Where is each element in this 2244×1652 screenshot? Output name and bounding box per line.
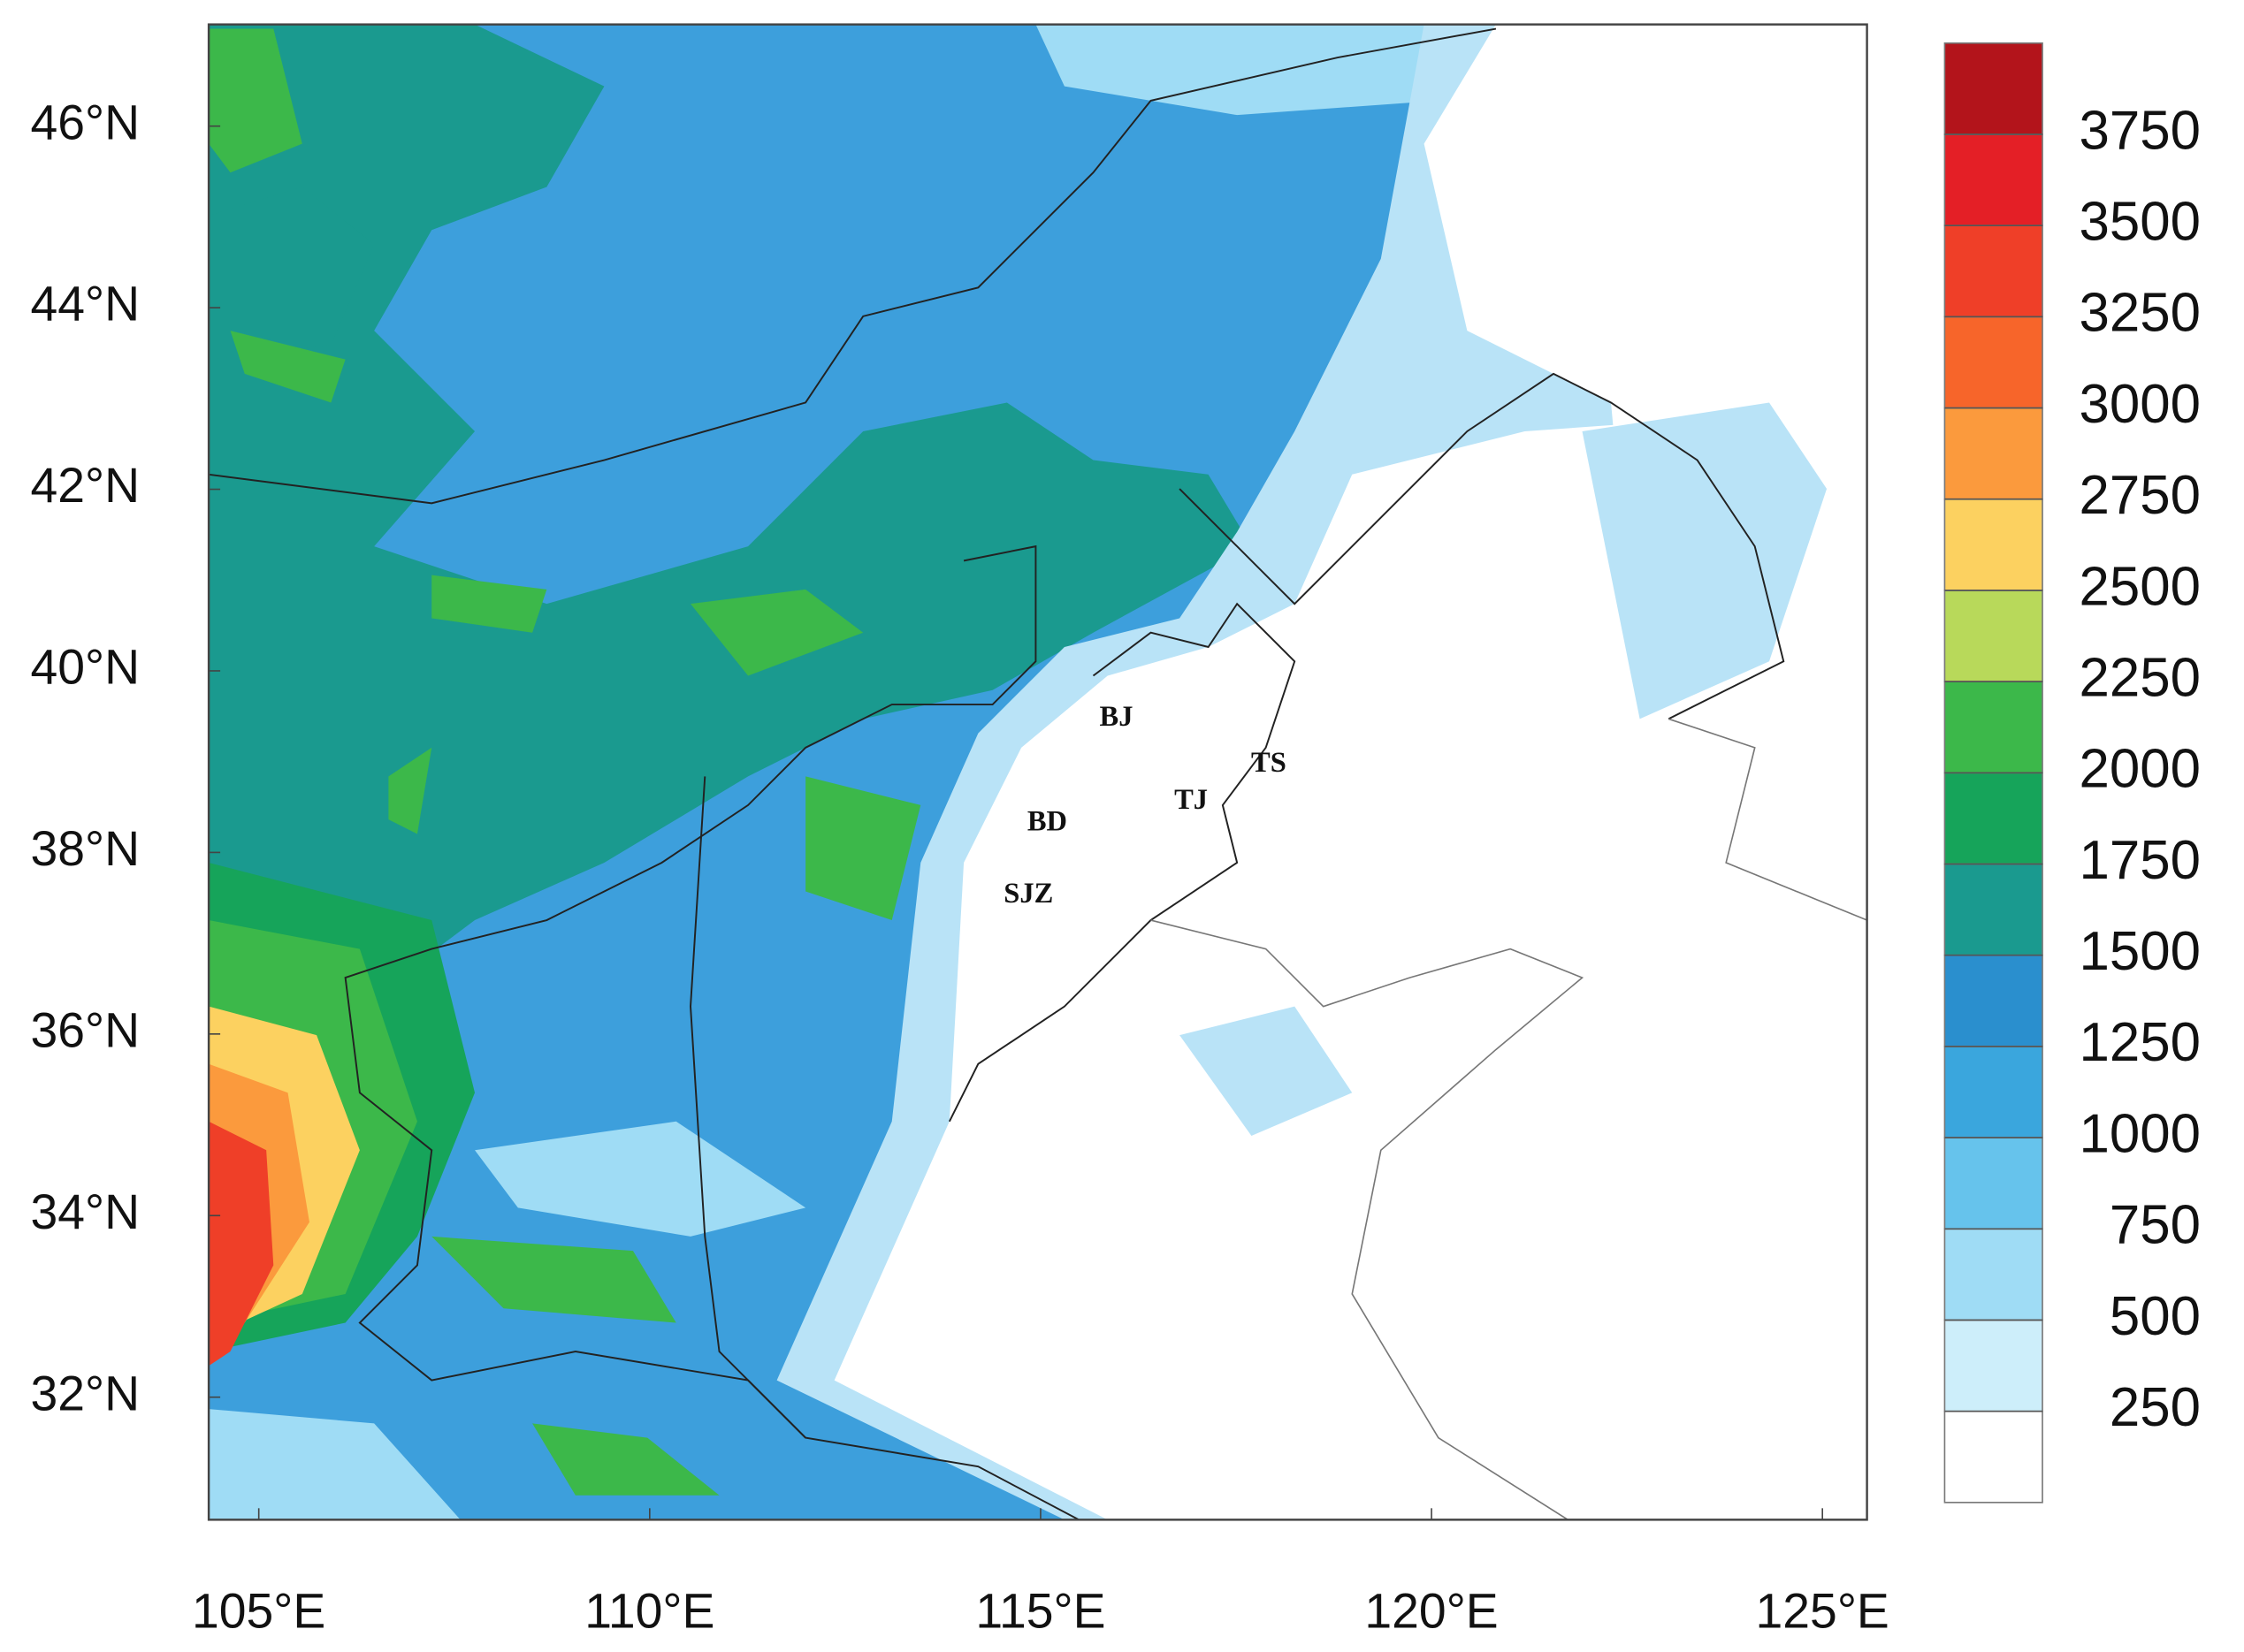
colorbar-box xyxy=(1943,1228,2043,1321)
x-tick-label: 110°E xyxy=(584,1583,714,1638)
colorbar-label: 2250 xyxy=(2079,647,2200,708)
colorbar-label: 1000 xyxy=(2079,1103,2200,1164)
colorbar-box xyxy=(1943,407,2043,500)
x-tick-label: 120°E xyxy=(1364,1583,1498,1638)
y-tick-label: 32°N xyxy=(30,1366,140,1420)
colorbar-box xyxy=(1943,590,2043,682)
colorbar-box xyxy=(1943,133,2043,226)
map-frame xyxy=(207,23,1868,1521)
colorbar-box xyxy=(1943,1137,2043,1230)
colorbar-box xyxy=(1943,316,2043,409)
city-label: TJ xyxy=(1174,784,1208,816)
colorbar-label: 2500 xyxy=(2079,556,2200,617)
x-tick-label: 115°E xyxy=(975,1583,1105,1638)
colorbar-label: 3500 xyxy=(2079,192,2200,253)
colorbar-box xyxy=(1943,1046,2043,1138)
y-tick-label: 36°N xyxy=(30,1002,140,1057)
city-label: TS xyxy=(1251,747,1286,779)
colorbar-box xyxy=(1943,225,2043,318)
colorbar-label: 250 xyxy=(2110,1377,2201,1438)
y-tick-label: 40°N xyxy=(30,640,140,695)
colorbar-label: 2750 xyxy=(2079,465,2200,526)
x-tick-label: 105°E xyxy=(192,1583,325,1638)
colorbar-label: 1250 xyxy=(2079,1012,2200,1073)
city-label: BD xyxy=(1027,806,1067,838)
colorbar-box xyxy=(1943,42,2043,135)
colorbar-label: 3250 xyxy=(2079,283,2200,344)
colorbar-label: 2000 xyxy=(2079,739,2200,800)
y-tick-label: 46°N xyxy=(30,95,140,149)
terrain xyxy=(209,24,1867,1520)
colorbar-box xyxy=(1943,954,2043,1047)
y-tick-label: 42°N xyxy=(30,458,140,513)
city-label: SJZ xyxy=(1004,878,1053,910)
city-label: BJ xyxy=(1100,701,1133,733)
colorbar-label: 750 xyxy=(2110,1195,2201,1256)
colorbar-label: 1750 xyxy=(2079,830,2200,891)
y-tick-label: 34°N xyxy=(30,1184,140,1239)
colorbar-box xyxy=(1943,772,2043,865)
colorbar-box xyxy=(1943,1410,2043,1504)
colorbar-box xyxy=(1943,681,2043,774)
colorbar-box xyxy=(1943,863,2043,956)
y-tick-label: 38°N xyxy=(30,821,140,876)
x-tick-label: 125°E xyxy=(1756,1583,1889,1638)
colorbar-label: 3000 xyxy=(2079,374,2200,435)
colorbar-label: 3750 xyxy=(2079,100,2200,161)
y-tick-label: 44°N xyxy=(30,277,140,331)
colorbar-label: 500 xyxy=(2110,1286,2201,1347)
colorbar-label: 1500 xyxy=(2079,921,2200,982)
colorbar-box xyxy=(1943,1319,2043,1412)
colorbar-box xyxy=(1943,498,2043,591)
